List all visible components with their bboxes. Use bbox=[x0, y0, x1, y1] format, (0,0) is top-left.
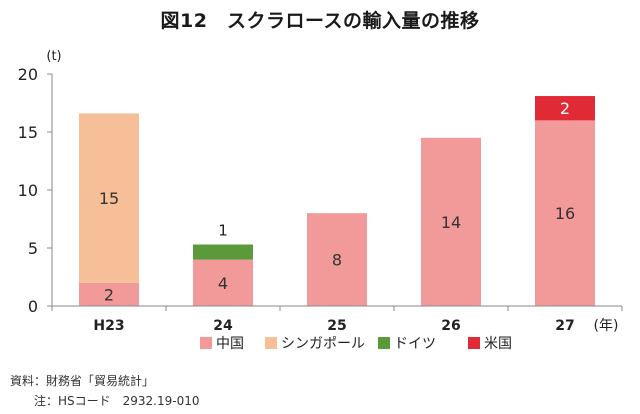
bar-segment bbox=[193, 259, 253, 306]
bar-segment bbox=[307, 213, 367, 306]
x-tick-label: 26 bbox=[441, 318, 460, 334]
data-label: 16 bbox=[555, 204, 575, 223]
data-label: 4 bbox=[218, 274, 228, 293]
data-label: 8 bbox=[332, 251, 342, 270]
bar-segment bbox=[421, 137, 481, 306]
y-tick-label: 20 bbox=[18, 65, 38, 84]
legend-label: 米国 bbox=[484, 336, 512, 352]
data-label: 15 bbox=[99, 189, 119, 208]
bar-segment bbox=[535, 120, 595, 307]
legend-swatch bbox=[378, 337, 390, 349]
data-label: 14 bbox=[441, 213, 461, 232]
data-label: 2 bbox=[104, 285, 114, 304]
legend-swatch bbox=[200, 337, 212, 349]
bar-segment bbox=[79, 113, 139, 283]
x-tick-label: 24 bbox=[213, 318, 233, 334]
data-label: 2 bbox=[560, 99, 570, 118]
source-note: 資料：財務省「貿易統計」 bbox=[10, 374, 155, 388]
legend-swatch bbox=[468, 337, 480, 349]
legend-swatch bbox=[265, 337, 277, 349]
bar-segment bbox=[79, 282, 139, 306]
y-tick-label: 5 bbox=[28, 239, 38, 258]
bar-segment bbox=[535, 96, 595, 121]
y-axis-unit: (t) bbox=[46, 49, 61, 64]
legend-label: 中国 bbox=[216, 336, 244, 352]
x-tick-label: H23 bbox=[93, 318, 124, 334]
legend-label: ドイツ bbox=[394, 336, 436, 352]
chart-title: 図12 スクラロースの輸入量の推移 bbox=[160, 10, 480, 32]
data-label: 1 bbox=[218, 222, 228, 240]
bar-segment bbox=[193, 244, 253, 260]
footnote: 注：HSコード 2932.19-010 bbox=[34, 394, 200, 408]
y-tick-label: 0 bbox=[28, 297, 38, 316]
y-tick-label: 15 bbox=[18, 123, 38, 142]
x-tick-label: 27 bbox=[555, 318, 574, 334]
x-tick-label: 25 bbox=[327, 318, 346, 334]
y-tick-label: 10 bbox=[18, 181, 38, 200]
legend-label: シンガポール bbox=[281, 336, 365, 352]
x-axis-unit: (年) bbox=[594, 318, 619, 334]
